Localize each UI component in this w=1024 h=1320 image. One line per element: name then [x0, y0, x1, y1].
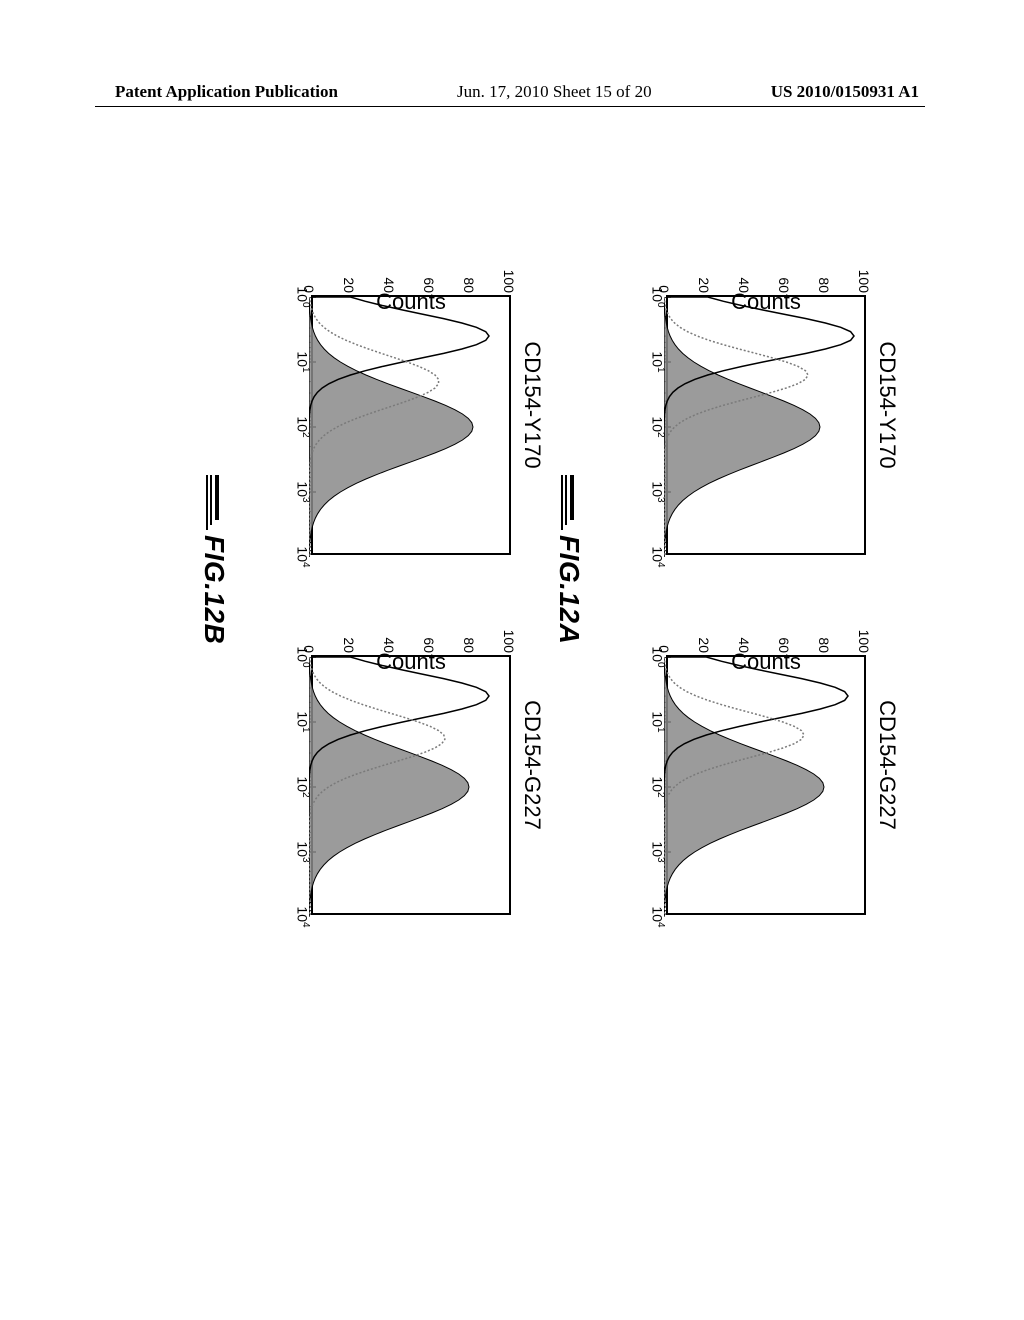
x-tick-label: 103	[649, 481, 666, 502]
y-tick-label: 60	[421, 267, 437, 293]
y-tick-label: 40	[381, 627, 397, 653]
x-tick-label: 100	[294, 646, 311, 667]
x-tick-label: 103	[294, 841, 311, 862]
header-center: Jun. 17, 2010 Sheet 15 of 20	[457, 82, 652, 102]
y-tick-label: 80	[816, 267, 832, 293]
x-tick-label: 100	[649, 286, 666, 307]
panel-12b-left: CD154-Y170 Counts 020406080100 100101102…	[265, 255, 545, 555]
y-tick-label: 40	[736, 267, 752, 293]
plot-box: Counts 020406080100 100101102103104	[311, 295, 511, 555]
y-tick-label: 40	[736, 627, 752, 653]
page-header: Patent Application Publication Jun. 17, …	[0, 82, 1024, 102]
x-tick-label: 104	[649, 906, 666, 927]
panel-title: CD154-Y170	[874, 255, 900, 555]
y-tick-label: 20	[696, 627, 712, 653]
x-tick-label: 102	[294, 776, 311, 797]
y-tick-label: 60	[776, 627, 792, 653]
x-tick-label: 101	[294, 711, 311, 732]
x-ticks: 100101102103104	[646, 657, 666, 913]
figure-label-12b: FIG.12B	[190, 190, 235, 980]
y-ticks: 020406080100	[313, 269, 509, 295]
fig-label-svg: FIG.12A	[550, 475, 590, 695]
x-ticks: 100101102103104	[291, 297, 311, 553]
x-tick-label: 104	[294, 546, 311, 567]
x-tick-label: 103	[649, 841, 666, 862]
x-tick-label: 100	[649, 646, 666, 667]
x-ticks: 100101102103104	[291, 657, 311, 913]
y-ticks: 020406080100	[668, 269, 864, 295]
x-tick-label: 104	[294, 906, 311, 927]
histogram-svg	[664, 657, 864, 917]
y-tick-label: 100	[501, 627, 517, 653]
header-left: Patent Application Publication	[115, 82, 338, 102]
panel-12b-right: CD154-G227 Counts 020406080100 100101102…	[265, 615, 545, 915]
y-tick-label: 80	[816, 627, 832, 653]
y-tick-label: 60	[776, 267, 792, 293]
x-ticks: 100101102103104	[646, 297, 666, 553]
figure-label-12a: FIG.12A	[545, 190, 590, 980]
header-right: US 2010/0150931 A1	[771, 82, 919, 102]
x-tick-label: 103	[294, 481, 311, 502]
panel-title: CD154-Y170	[519, 255, 545, 555]
figure-area: CD154-Y170 Counts 020406080100 100101102…	[130, 190, 900, 980]
panel-12a-right: CD154-G227 Counts 020406080100 100101102…	[620, 615, 900, 915]
y-tick-label: 80	[461, 267, 477, 293]
y-tick-label: 80	[461, 627, 477, 653]
x-tick-label: 102	[649, 416, 666, 437]
plot-box: Counts 020406080100 100101102103104	[666, 655, 866, 915]
header-divider	[95, 106, 925, 107]
y-tick-label: 20	[696, 267, 712, 293]
x-tick-label: 101	[649, 351, 666, 372]
y-tick-label: 100	[501, 267, 517, 293]
y-tick-label: 20	[341, 627, 357, 653]
panel-title: CD154-G227	[519, 615, 545, 915]
plot-box: Counts 020406080100 100101102103104	[666, 295, 866, 555]
plot-box: Counts 020406080100 100101102103104	[311, 655, 511, 915]
fig-label-svg: FIG.12B	[195, 475, 235, 695]
histogram-svg	[309, 657, 509, 917]
y-tick-label: 60	[421, 627, 437, 653]
histogram-svg	[664, 297, 864, 557]
x-tick-label: 101	[294, 351, 311, 372]
y-ticks: 020406080100	[668, 629, 864, 655]
figure-row-12b: CD154-Y170 Counts 020406080100 100101102…	[265, 190, 545, 980]
y-tick-label: 100	[856, 627, 872, 653]
y-tick-label: 100	[856, 267, 872, 293]
panel-12a-left: CD154-Y170 Counts 020406080100 100101102…	[620, 255, 900, 555]
x-tick-label: 100	[294, 286, 311, 307]
fig-label-text: FIG.12A	[554, 535, 585, 644]
x-tick-label: 104	[649, 546, 666, 567]
histogram-svg	[309, 297, 509, 557]
y-tick-label: 40	[381, 267, 397, 293]
x-tick-label: 101	[649, 711, 666, 732]
y-ticks: 020406080100	[313, 629, 509, 655]
figure-row-12a: CD154-Y170 Counts 020406080100 100101102…	[620, 190, 900, 980]
y-tick-label: 20	[341, 267, 357, 293]
panel-title: CD154-G227	[874, 615, 900, 915]
x-tick-label: 102	[294, 416, 311, 437]
x-tick-label: 102	[649, 776, 666, 797]
fig-label-text: FIG.12B	[199, 535, 230, 644]
